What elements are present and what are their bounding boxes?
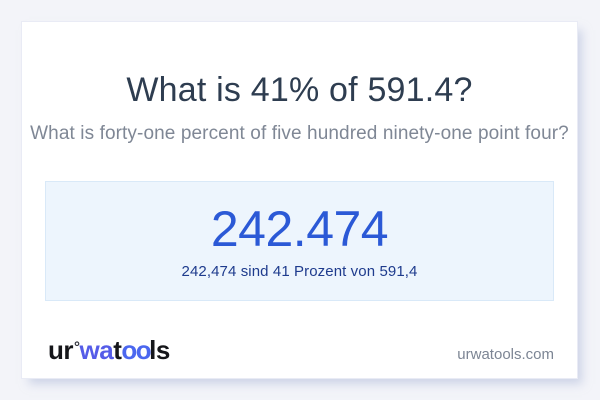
answer-detail: 242,474 sind 41 Prozent von 591,4 xyxy=(181,263,418,281)
answer-box: 242.474 242,474 sind 41 Prozent von 591,… xyxy=(45,181,554,302)
logo-text-ur: ur xyxy=(48,334,74,365)
question-subtitle: What is forty-one percent of five hundre… xyxy=(30,123,569,145)
calculator-card: What is 41% of 591.4? What is forty-one … xyxy=(21,21,578,379)
urwatools-logo[interactable]: ur°watools xyxy=(48,335,170,366)
logo-ring-icon: ° xyxy=(74,338,80,356)
card-footer: ur°watools urwatools.com xyxy=(48,335,554,366)
answer-value: 242.474 xyxy=(210,200,389,257)
logo-text-ls: ls xyxy=(149,334,170,365)
site-url: urwatools.com xyxy=(457,346,554,363)
logo-text-wa: wa xyxy=(79,334,114,365)
logo-text-oo: oo xyxy=(121,334,151,365)
logo-text-t: t xyxy=(113,334,122,365)
question-title: What is 41% of 591.4? xyxy=(126,71,473,109)
